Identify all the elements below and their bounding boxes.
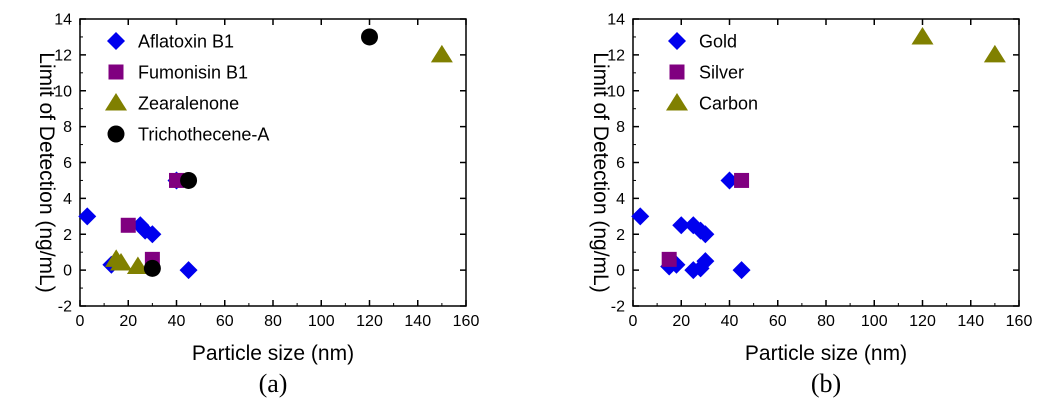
x-tick-label: 120 (356, 313, 383, 330)
x-tick-label: 80 (264, 313, 282, 330)
data-point (143, 259, 161, 277)
y-axis-title: Limit of Detection (ng/mL) (35, 52, 58, 292)
y-tick-label: 12 (607, 47, 625, 64)
legend-label: Silver (699, 63, 744, 83)
x-tick-label: 100 (861, 313, 888, 330)
data-point (180, 171, 198, 189)
data-point (631, 207, 650, 226)
series-carbon (911, 26, 1006, 63)
x-tick-label: 100 (308, 313, 335, 330)
data-point (361, 28, 378, 46)
legend: Gold Silver Carbon (666, 32, 758, 114)
data-point (734, 172, 750, 188)
y-tick-label: 14 (54, 12, 72, 29)
data-point (661, 251, 677, 267)
data-point (672, 216, 691, 235)
data-point (696, 252, 715, 271)
y-axis-title: Limit of Detection (ng/mL) (589, 52, 612, 292)
x-tick-label: 20 (672, 313, 690, 330)
legend-label: Gold (699, 32, 737, 52)
data-point (696, 225, 715, 244)
x-tick-label: 140 (404, 313, 431, 330)
series-zearalenone (105, 44, 453, 275)
plot-frame (632, 18, 1020, 307)
x-tick-label: 40 (721, 313, 739, 330)
series-fumonisin-b1 (120, 172, 184, 267)
panel-b: 0 20 40 60 80 100 120 140 160-202468101214Partic… (589, 12, 1032, 399)
series-trichothecene-a (143, 28, 378, 277)
data-point (169, 172, 184, 188)
series-silver (661, 172, 750, 267)
x-tick-label: 140 (957, 313, 984, 330)
legend-label: Zearalenone (138, 94, 239, 114)
panel-label: (b) (811, 369, 841, 398)
y-tick-label: 2 (63, 227, 72, 244)
data-point (720, 171, 739, 190)
y-tick-label: 10 (54, 83, 72, 100)
data-point (110, 252, 133, 271)
data-point (179, 261, 198, 280)
y-tick-label: 10 (607, 83, 625, 100)
y-tick-label: 12 (54, 47, 72, 64)
y-tick-label: 14 (607, 12, 625, 29)
y-tick-label: 0 (63, 263, 72, 280)
data-point (732, 261, 751, 280)
y-tick-label: 2 (616, 227, 625, 244)
data-point (143, 225, 162, 244)
panel-a: 0 20 40 60 80 100 120 140 160-202468101214Partic… (35, 12, 479, 399)
x-tick-label: 160 (453, 313, 480, 330)
panel-label: (a) (259, 369, 288, 398)
legend-marker (107, 125, 125, 143)
legend-label: Carbon (699, 94, 758, 114)
legend-label: Aflatoxin B1 (138, 32, 234, 52)
y-tick-label: 4 (616, 191, 625, 208)
legend-marker (666, 93, 688, 111)
x-axis-title: Particle size (nm) (745, 342, 907, 365)
legend-marker (107, 32, 125, 50)
legend-marker (668, 32, 686, 50)
data-point (983, 44, 1006, 63)
y-tick-label: 8 (63, 119, 72, 136)
series-gold (631, 171, 751, 280)
data-point (126, 256, 149, 275)
y-tick-label: 6 (63, 155, 72, 172)
x-tick-label: 60 (769, 313, 787, 330)
y-tick-label: 6 (616, 155, 625, 172)
x-tick-label: 120 (909, 313, 936, 330)
y-tick-label: 8 (616, 119, 625, 136)
x-tick-label: 0 (629, 313, 638, 330)
legend-marker (105, 93, 127, 111)
data-point (911, 26, 934, 45)
legend-label: Fumonisin B1 (138, 63, 248, 83)
legend-marker (108, 64, 124, 80)
x-tick-label: 60 (216, 313, 234, 330)
x-tick-label: 20 (119, 313, 137, 330)
y-tick-label: -2 (611, 299, 625, 316)
data-point (430, 44, 453, 63)
legend-marker (669, 64, 685, 80)
y-tick-label: 0 (616, 263, 625, 280)
legend-label: Trichothecene-A (138, 125, 269, 145)
x-tick-label: 0 (76, 313, 85, 330)
x-tick-label: 160 (1006, 313, 1033, 330)
x-tick-label: 40 (168, 313, 186, 330)
y-tick-label: -2 (58, 299, 72, 316)
x-axis-title: Particle size (nm) (192, 342, 354, 365)
y-tick-label: 4 (63, 191, 72, 208)
legend: Aflatoxin B1 Fumonisin B1 Zearalenone Trich… (105, 32, 269, 145)
data-point (120, 217, 136, 233)
x-tick-label: 80 (817, 313, 835, 330)
data-point (78, 207, 97, 226)
